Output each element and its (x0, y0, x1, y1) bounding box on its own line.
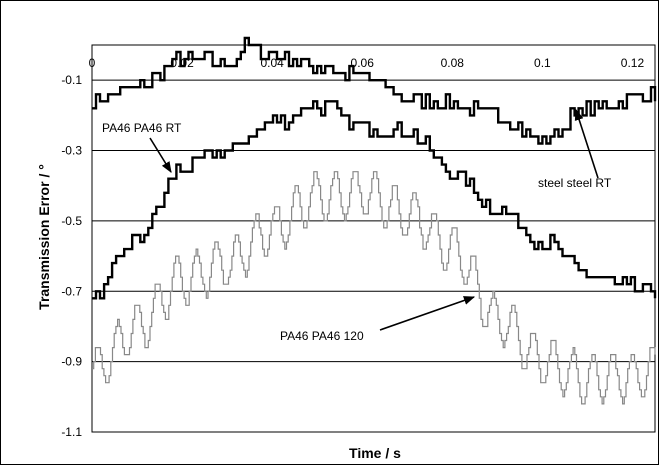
series-pa46-pa46-rt (92, 100, 657, 300)
y-tick-label: -0.1 (61, 73, 82, 87)
x-axis-title: Time / s (349, 445, 401, 461)
annotation-label: PA46 PA46 RT (102, 121, 182, 135)
series-line (92, 36, 657, 145)
tick-labels: 0 0.02 0.04 0.06 0.08 0.1 0.12 -0.1 -0.3 -0.5 -0.7… (61, 56, 644, 439)
y-tick-label: -0.3 (61, 144, 82, 158)
y-axis-title: Transmission Error / ° (36, 164, 52, 310)
x-tick-label: 0.06 (351, 56, 375, 70)
y-tick-label: -0.7 (61, 284, 82, 298)
x-tick-label: 0.1 (534, 56, 551, 70)
annotation-arrow (574, 108, 599, 179)
gridlines (91, 44, 656, 433)
annotation-arrow (379, 296, 476, 331)
annotation-label: PA46 PA46 120 (280, 329, 364, 343)
x-tick-label: 0 (89, 56, 96, 70)
y-tick-label: -0.9 (61, 355, 82, 369)
series-steel-steel-rt (92, 36, 657, 145)
annotation-label: steel steel RT (538, 176, 612, 190)
series-layer (92, 36, 657, 405)
x-tick-label: 0.08 (441, 56, 465, 70)
annotations: PA46 PA46 RT steel steel RT PA46 PA46 120 (102, 108, 612, 343)
x-tick-label: 0.02 (170, 56, 194, 70)
y-tick-label: -1.1 (61, 425, 82, 439)
series-line (92, 171, 656, 405)
x-tick-label: 0.04 (260, 56, 284, 70)
series-line (92, 100, 657, 300)
series-pa46-pa46-120 (92, 171, 656, 405)
plot-border (91, 44, 656, 433)
y-tick-label: -0.5 (61, 214, 82, 228)
x-tick-label: 0.12 (621, 56, 645, 70)
annotation-arrow (149, 137, 172, 173)
